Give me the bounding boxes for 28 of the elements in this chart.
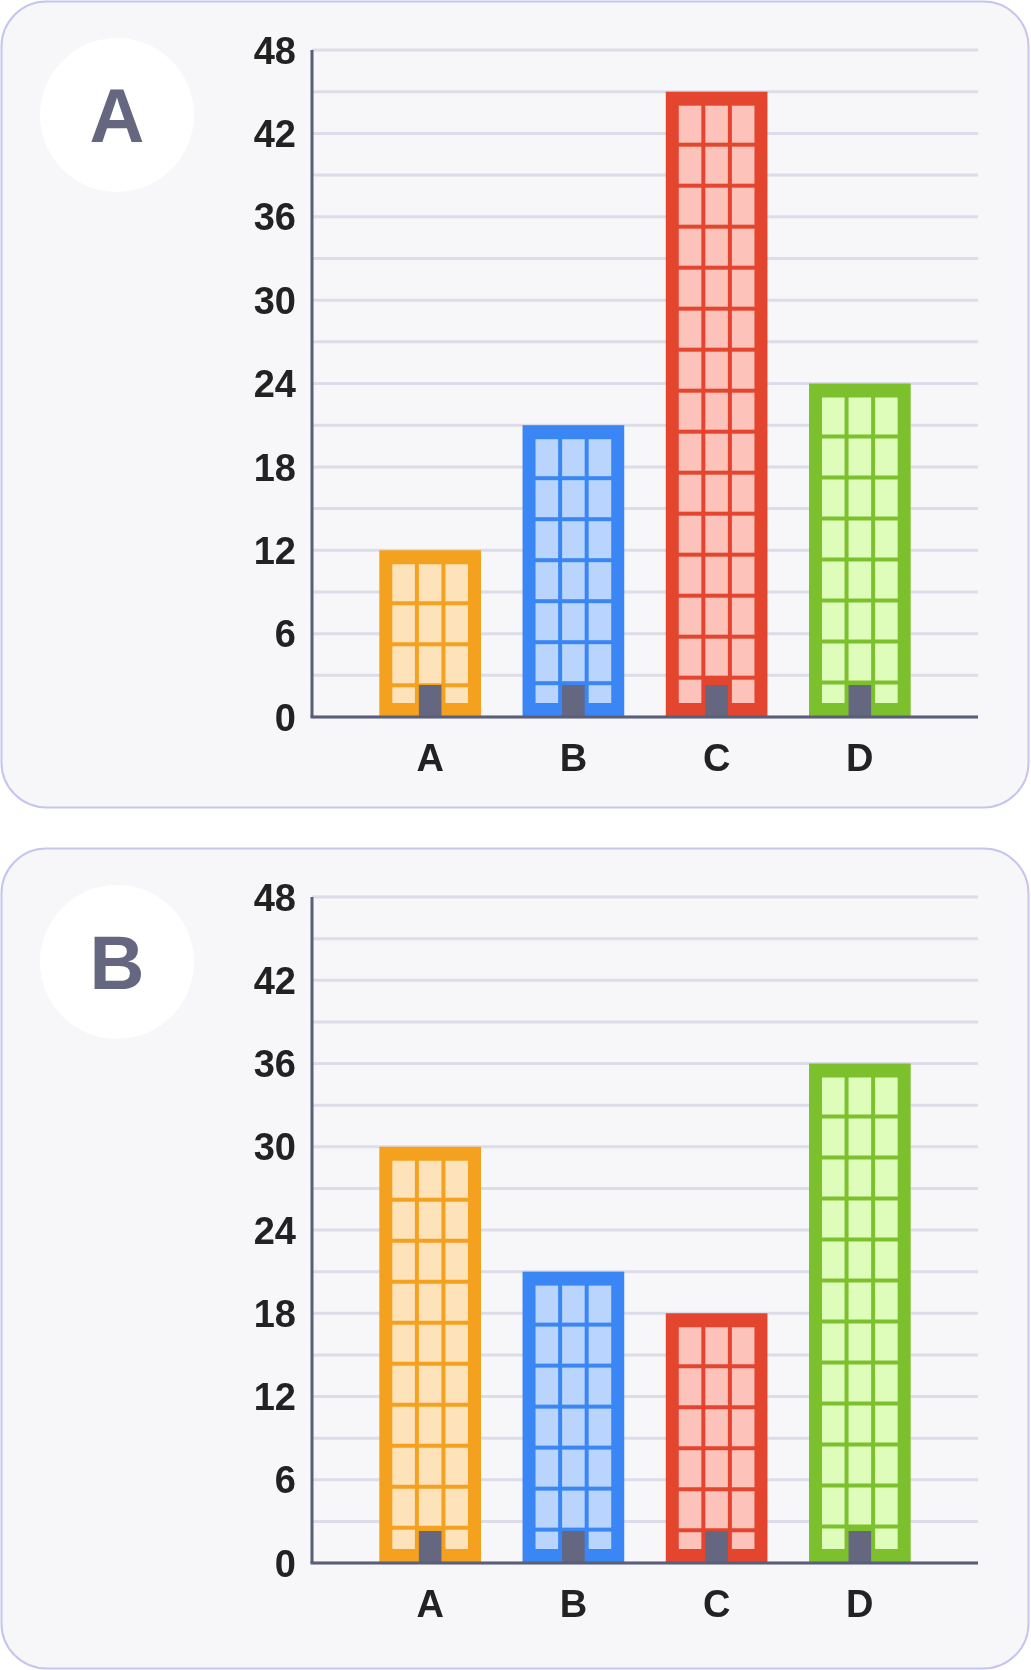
chart-title: B: [89, 920, 145, 1006]
y-tick-label: 0: [274, 696, 296, 739]
y-tick-label: 30: [253, 279, 296, 322]
x-tick-label: C: [702, 737, 731, 779]
y-tick-label: 48: [253, 876, 296, 919]
y-tick-label: 24: [253, 363, 296, 406]
x-tick-label: A: [416, 737, 444, 779]
y-tick-label: 48: [253, 29, 296, 72]
y-tick-label: 42: [253, 113, 296, 156]
x-tick-label: D: [846, 1583, 874, 1625]
y-tick-label: 0: [274, 1542, 296, 1585]
y-tick-label: 36: [253, 1043, 296, 1086]
chart-title: A: [89, 73, 145, 159]
x-tick-label: A: [416, 1583, 444, 1625]
y-tick-label: 6: [274, 1459, 296, 1502]
x-tick-label: B: [559, 737, 588, 779]
y-tick-label: 18: [253, 446, 296, 489]
x-tick-label: B: [559, 1583, 588, 1625]
y-tick-label: 42: [253, 959, 296, 1002]
y-tick-label: 36: [253, 196, 296, 239]
y-tick-label: 12: [253, 1376, 296, 1419]
y-tick-label: 30: [253, 1126, 296, 1169]
y-tick-label: 6: [274, 613, 296, 656]
x-tick-label: C: [702, 1583, 731, 1625]
y-tick-label: 24: [253, 1209, 296, 1252]
x-tick-label: D: [846, 737, 874, 779]
y-tick-label: 18: [253, 1292, 296, 1335]
y-tick-label: 12: [253, 529, 296, 572]
